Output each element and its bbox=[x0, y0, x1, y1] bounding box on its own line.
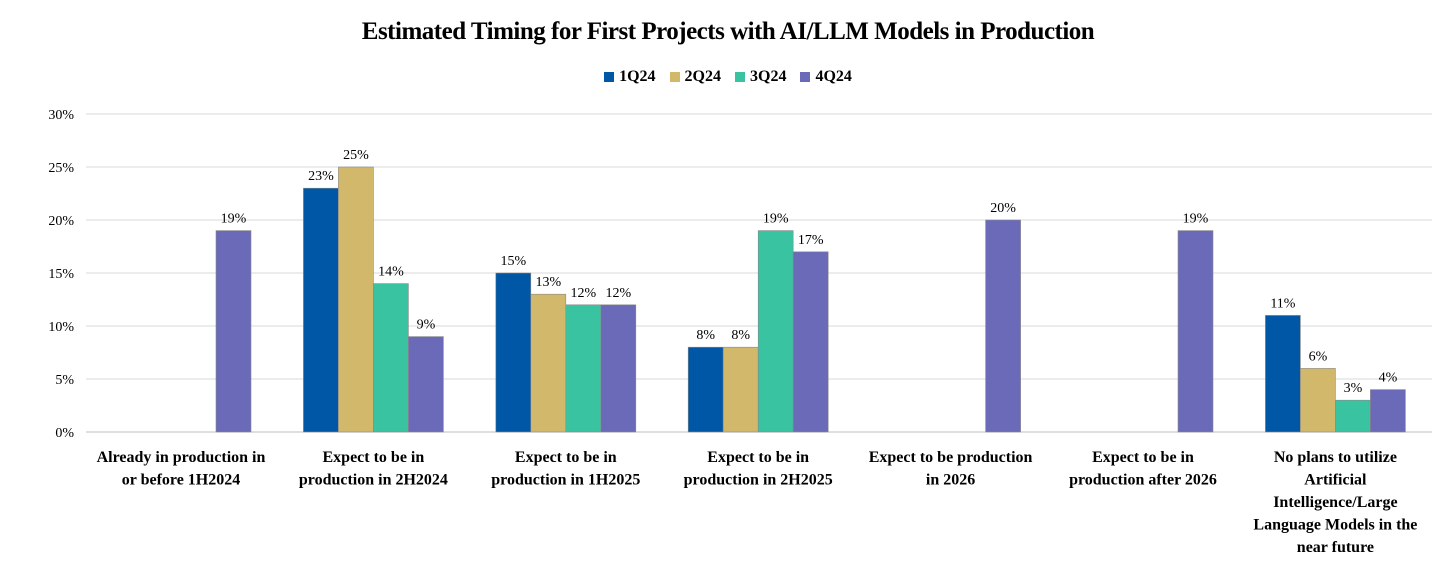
data-label: 13% bbox=[535, 275, 561, 290]
x-category-label-line: Expect to be in bbox=[323, 449, 425, 466]
y-tick-label: 15% bbox=[48, 267, 74, 282]
bar-3q24 bbox=[373, 283, 409, 433]
x-category-label-line: Expect to be production bbox=[869, 449, 1033, 466]
data-label: 9% bbox=[417, 318, 436, 333]
legend-swatch bbox=[735, 72, 745, 82]
y-tick-label: 5% bbox=[55, 373, 74, 388]
x-category-label-line: production after 2026 bbox=[1069, 472, 1217, 489]
x-category-label: Already in production in or before 1H2024 bbox=[97, 449, 266, 489]
chart-title: Estimated Timing for First Projects with… bbox=[361, 18, 1095, 45]
data-label: 19% bbox=[763, 212, 789, 227]
data-label: 11% bbox=[1270, 296, 1295, 311]
bar-1q24 bbox=[303, 187, 339, 433]
legend-item-1q24: 1Q24 bbox=[604, 68, 656, 86]
x-category-label-line: in 2026 bbox=[926, 472, 975, 489]
y-tick-label: 20% bbox=[48, 214, 74, 229]
y-tick-label: 30% bbox=[48, 108, 74, 123]
data-label: 17% bbox=[798, 233, 824, 248]
y-tick-label: 0% bbox=[55, 426, 74, 441]
legend-item-4q24: 4Q24 bbox=[800, 68, 852, 86]
x-category-label-line: Expect to be in bbox=[1092, 449, 1194, 466]
bar-4q24 bbox=[215, 230, 252, 433]
data-label: 25% bbox=[343, 148, 369, 163]
x-category-label-line: Artificial bbox=[1304, 472, 1367, 489]
bar-1q24 bbox=[1265, 315, 1301, 433]
bar-4q24 bbox=[1177, 230, 1214, 433]
data-label: 19% bbox=[221, 212, 247, 227]
x-category-label: Expect to be in production after 2026 bbox=[1069, 449, 1217, 489]
x-category-label-line: or before 1H2024 bbox=[122, 472, 241, 489]
x-category-label-line: Expect to be in bbox=[515, 449, 617, 466]
legend-label: 2Q24 bbox=[684, 68, 721, 85]
x-category-label: Expect to be in production in 2H2025 bbox=[684, 449, 833, 489]
x-category-label-line: production in 2H2024 bbox=[299, 472, 448, 489]
x-category-label-line: No plans to utilize bbox=[1274, 449, 1397, 466]
data-label: 8% bbox=[731, 328, 750, 343]
data-label: 20% bbox=[990, 201, 1016, 216]
x-category-label-line: Already in production in bbox=[97, 449, 266, 466]
data-label: 12% bbox=[605, 286, 631, 301]
data-label: 6% bbox=[1309, 349, 1328, 364]
x-category-label-line: production in 2H2025 bbox=[684, 472, 833, 489]
legend: 1Q24 2Q24 3Q24 4Q24 bbox=[0, 68, 1456, 86]
bar-4q24 bbox=[985, 219, 1021, 433]
x-category-label-line: Expect to be in bbox=[707, 449, 809, 466]
bar-3q24 bbox=[1335, 399, 1371, 433]
data-label: 23% bbox=[308, 169, 334, 184]
data-label: 19% bbox=[1183, 212, 1209, 227]
data-label: 4% bbox=[1379, 371, 1398, 386]
y-tick-label: 25% bbox=[48, 161, 74, 176]
x-category-label: Expect to be production in 2026 bbox=[869, 449, 1033, 489]
bar-3q24 bbox=[757, 230, 794, 433]
x-category-label-line: production in 1H2025 bbox=[491, 472, 640, 489]
bar-2q24 bbox=[1300, 368, 1336, 433]
legend-swatch bbox=[669, 72, 680, 82]
x-category-label: Expect to be in production in 2H2024 bbox=[299, 449, 448, 489]
bar-4q24 bbox=[792, 251, 829, 433]
legend-item-2q24: 2Q24 bbox=[669, 68, 721, 86]
bar-1q24 bbox=[495, 272, 532, 433]
x-category-label-line: near future bbox=[1297, 539, 1374, 556]
data-label: 8% bbox=[696, 328, 715, 343]
data-label: 14% bbox=[378, 265, 404, 280]
data-label: 12% bbox=[570, 286, 596, 301]
bar-4q24 bbox=[408, 336, 444, 433]
legend-label: 1Q24 bbox=[619, 68, 656, 85]
legend-label: 4Q24 bbox=[815, 68, 852, 85]
legend-item-3q24: 3Q24 bbox=[735, 68, 786, 86]
bar-4q24 bbox=[600, 304, 637, 433]
x-category-label: Expect to be in production in 1H2025 bbox=[491, 449, 640, 489]
y-tick-label: 10% bbox=[48, 320, 74, 335]
bar-2q24 bbox=[722, 346, 759, 433]
data-label: 3% bbox=[1344, 381, 1363, 396]
x-category-label: No plans to utilize Artificial Intelligenc… bbox=[1253, 449, 1417, 556]
bar-4q24 bbox=[1370, 389, 1406, 433]
bar-3q24 bbox=[565, 304, 602, 433]
legend-label: 3Q24 bbox=[750, 68, 787, 85]
bar-2q24 bbox=[530, 293, 567, 433]
x-category-label-line: Intelligence/Large bbox=[1273, 494, 1397, 511]
bar-1q24 bbox=[687, 346, 724, 433]
bar-2q24 bbox=[338, 166, 374, 433]
x-category-label-line: Language Models in the bbox=[1253, 517, 1417, 534]
data-label: 15% bbox=[500, 254, 526, 269]
legend-swatch bbox=[604, 72, 615, 82]
legend-swatch bbox=[800, 72, 811, 82]
